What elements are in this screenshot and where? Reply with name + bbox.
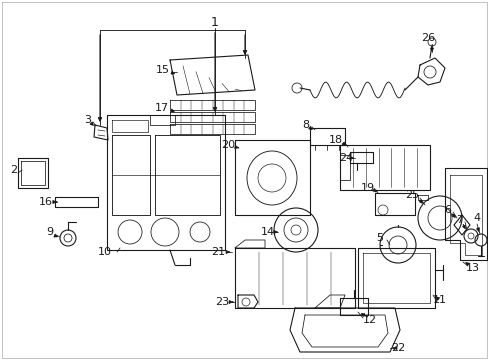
Text: 7: 7 bbox=[455, 215, 463, 225]
Text: 18: 18 bbox=[328, 135, 343, 145]
Text: 4: 4 bbox=[472, 213, 480, 223]
Text: 16: 16 bbox=[39, 197, 53, 207]
Text: 17: 17 bbox=[155, 103, 169, 113]
Text: 13: 13 bbox=[465, 263, 479, 273]
Text: 24: 24 bbox=[338, 153, 352, 163]
Text: 20: 20 bbox=[221, 140, 235, 150]
Text: 14: 14 bbox=[261, 227, 274, 237]
Text: 12: 12 bbox=[362, 315, 376, 325]
Text: 25: 25 bbox=[404, 190, 418, 200]
Text: 22: 22 bbox=[390, 343, 404, 353]
Text: 6: 6 bbox=[444, 205, 450, 215]
Text: 8: 8 bbox=[302, 120, 309, 130]
Text: 19: 19 bbox=[360, 183, 374, 193]
Text: 1: 1 bbox=[211, 15, 219, 28]
Text: 2: 2 bbox=[10, 165, 18, 175]
Text: 3: 3 bbox=[84, 115, 91, 125]
Text: 11: 11 bbox=[432, 295, 446, 305]
Text: 15: 15 bbox=[156, 65, 170, 75]
Text: 5: 5 bbox=[376, 233, 383, 243]
Text: 26: 26 bbox=[420, 33, 434, 43]
Text: 23: 23 bbox=[215, 297, 228, 307]
Text: 9: 9 bbox=[46, 227, 54, 237]
Text: 21: 21 bbox=[210, 247, 224, 257]
Text: 10: 10 bbox=[98, 247, 112, 257]
